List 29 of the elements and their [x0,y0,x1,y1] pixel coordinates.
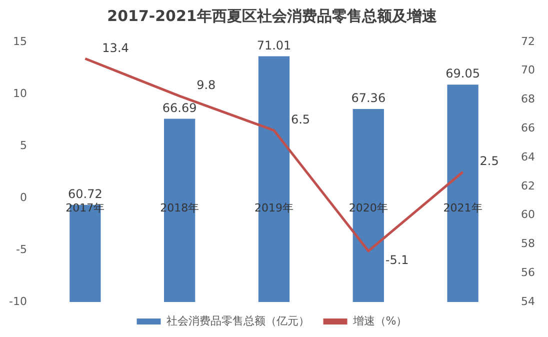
y2-tick-label: 60 [521,208,536,222]
y-tick-label: 10 [12,86,27,100]
data-label: 66.69 [162,100,197,115]
data-label: 71.01 [256,38,292,52]
y2-tick-label: 68 [521,92,536,106]
y-tick-label: -10 [9,294,27,308]
data-label: 69.05 [446,66,480,81]
y2-tick-label: 64 [521,150,536,164]
y2-tick-label: 62 [521,179,536,192]
y-tick-label: -5 [16,242,27,256]
data-label: 2.5 [480,154,499,168]
data-label: 67.36 [351,91,386,106]
data-label: 60.72 [68,187,102,202]
y-tick-label: 0 [20,190,27,204]
data-label: 6.5 [290,112,310,127]
y-tick-label: 15 [12,34,27,48]
y2-tick-label: 72 [521,34,536,48]
data-label: 9.8 [196,78,216,92]
y2-tick-label: 66 [521,122,536,135]
chart-title: 2017-2021年西夏区社会消费品零售总额及增速 [107,6,438,25]
legend-label: 增速（%） [352,314,408,328]
y2-tick-label: 70 [521,64,536,77]
legend-label: 社会消费品零售总额（亿元） [166,314,310,328]
data-label: 13.4 [102,40,129,55]
data-label: -5.1 [385,253,409,268]
y-tick-label: 5 [20,138,27,152]
y2-tick-label: 58 [521,237,536,250]
y2-tick-label: 54 [521,294,536,308]
y2-tick-label: 56 [521,266,536,279]
